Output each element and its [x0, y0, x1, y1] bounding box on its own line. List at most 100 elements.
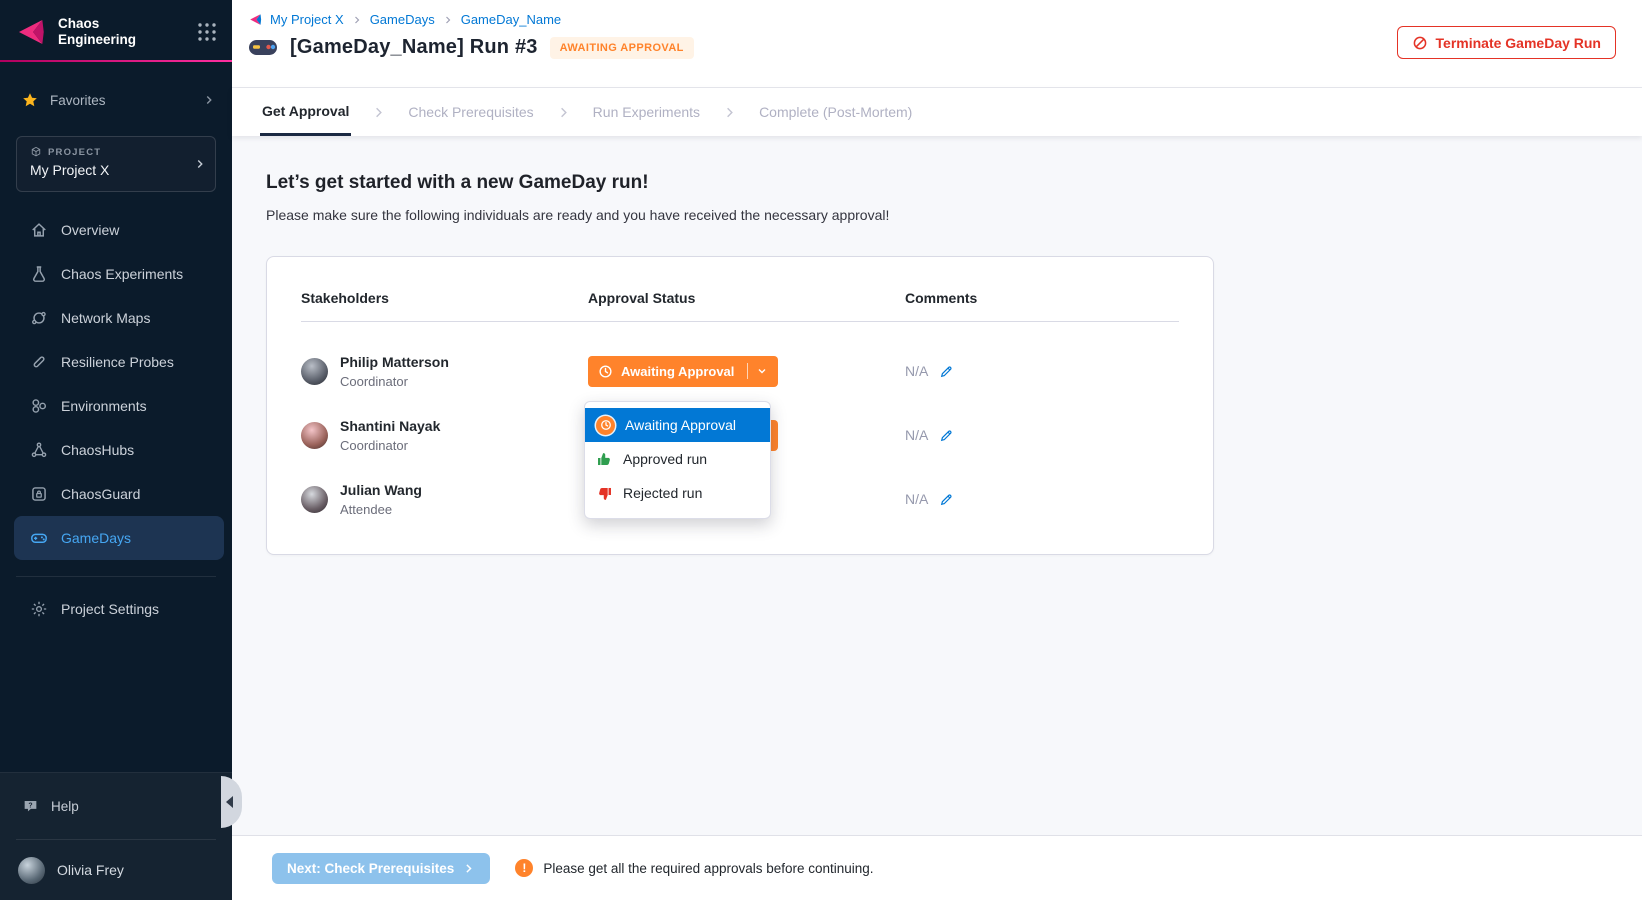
star-icon — [23, 93, 37, 107]
content-area: My Project X GameDays GameDay_Name [Game… — [232, 0, 1642, 900]
stakeholder-role: Coordinator — [340, 373, 408, 389]
clock-icon — [599, 364, 612, 378]
comment-value: N/A — [905, 363, 929, 379]
sidebar-bottom-section: ? Help Olivia Frey — [0, 772, 232, 900]
comment-value: N/A — [905, 491, 929, 507]
warning-text: Please get all the required approvals be… — [543, 860, 874, 876]
table-divider — [301, 321, 1179, 322]
guard-lock-icon — [30, 485, 48, 503]
sidebar-item-label: ChaosHubs — [61, 442, 135, 458]
dropdown-option-rejected-run[interactable]: Rejected run — [585, 476, 770, 510]
sidebar-item-label: GameDays — [61, 530, 132, 546]
help-button[interactable]: ? Help — [0, 773, 232, 839]
dropdown-option-label: Rejected run — [623, 485, 703, 501]
collapse-arrow-icon — [226, 796, 233, 808]
project-card-label: PROJECT — [48, 146, 102, 158]
stakeholder-role: Coordinator — [340, 437, 408, 453]
project-card-name: My Project X — [30, 162, 110, 178]
gamepad-title-icon — [249, 39, 277, 55]
stakeholder-avatar — [301, 485, 328, 513]
probe-icon — [30, 353, 48, 371]
stakeholder-avatar — [301, 357, 328, 385]
chevron-right-icon — [351, 14, 363, 26]
user-avatar — [18, 856, 45, 884]
sidebar-item-overview[interactable]: Overview — [0, 208, 232, 252]
favorites-row[interactable]: Favorites — [0, 78, 232, 122]
pencil-icon — [941, 493, 952, 505]
step-check-prerequisites[interactable]: Check Prerequisites — [408, 104, 534, 120]
dropdown-option-awaiting-approval[interactable]: Awaiting Approval — [585, 408, 770, 442]
sidebar-item-chaosguard[interactable]: ChaosGuard — [0, 472, 232, 516]
stakeholders-card: Stakeholders Approval Status Comments Ph… — [266, 256, 1214, 555]
sidebar-item-resilience-probes[interactable]: Resilience Probes — [0, 340, 232, 384]
help-chat-icon: ? — [22, 798, 39, 815]
thumbs-down-icon — [596, 485, 613, 502]
gear-icon — [30, 600, 48, 618]
status-label: Awaiting Approval — [621, 363, 735, 379]
user-name: Olivia Frey — [57, 862, 124, 878]
environments-icon — [30, 397, 48, 415]
edit-comment-button[interactable] — [939, 492, 954, 507]
sidebar-item-label: Overview — [61, 222, 120, 238]
edit-comment-button[interactable] — [939, 428, 954, 443]
breadcrumb: My Project X GameDays GameDay_Name — [248, 12, 1618, 27]
table-row: Philip Matterson Coordinator Awaiting Ap — [301, 339, 1179, 403]
step-complete-post-mortem[interactable]: Complete (Post-Mortem) — [759, 104, 913, 120]
brand-accent-line — [0, 60, 232, 62]
cube-icon — [31, 146, 41, 157]
chevron-down-icon — [758, 369, 766, 374]
dropdown-option-approved-run[interactable]: Approved run — [585, 442, 770, 476]
breadcrumb-gamedays[interactable]: GameDays — [369, 12, 435, 27]
stepper: Get Approval Check Prerequisites Run Exp… — [232, 88, 1642, 136]
status-badge: AWAITING APPROVAL — [549, 36, 694, 59]
sidebar-item-environments[interactable]: Environments — [0, 384, 232, 428]
sidebar-item-label: Resilience Probes — [61, 354, 174, 370]
step-get-approval[interactable]: Get Approval — [260, 88, 352, 136]
chevron-right-icon — [206, 96, 212, 104]
apps-grid-icon[interactable] — [196, 21, 218, 43]
stakeholder-name: Philip Matterson — [340, 353, 449, 370]
clock-icon — [596, 415, 615, 435]
next-check-prerequisites-button[interactable]: Next: Check Prerequisites — [272, 852, 491, 884]
breadcrumb-gameday-name[interactable]: GameDay_Name — [460, 12, 562, 27]
project-settings-label: Project Settings — [61, 601, 160, 617]
pencil-icon — [941, 365, 952, 377]
step-run-experiments[interactable]: Run Experiments — [592, 104, 701, 120]
user-menu[interactable]: Olivia Frey — [0, 840, 232, 900]
chaos-breadcrumb-icon — [250, 14, 262, 25]
sidebar-item-label: Chaos Experiments — [61, 266, 184, 282]
sidebar-item-network-maps[interactable]: Network Maps — [0, 296, 232, 340]
sidebar-item-gamedays[interactable]: GameDays — [14, 516, 224, 560]
approval-status-select[interactable]: Awaiting Approval — [588, 355, 778, 387]
flask-icon — [30, 265, 48, 283]
svg-text:?: ? — [28, 802, 32, 809]
stakeholder-avatar — [301, 421, 328, 449]
column-header-comments: Comments — [905, 290, 978, 306]
main-panel: Let’s get started with a new GameDay run… — [232, 136, 1642, 836]
sidebar-item-chaos-experiments[interactable]: Chaos Experiments — [0, 252, 232, 296]
sidebar-nav: Overview Chaos Experiments Network Maps … — [0, 208, 232, 560]
sidebar-collapse-handle[interactable] — [221, 776, 242, 828]
column-header-stakeholders: Stakeholders — [301, 290, 389, 306]
sidebar-item-project-settings[interactable]: Project Settings — [0, 587, 232, 631]
main-heading: Let’s get started with a new GameDay run… — [266, 172, 649, 193]
chevron-right-icon — [722, 88, 737, 136]
table-row: Julian Wang Attendee Awaiting Approval N… — [301, 467, 1179, 531]
brand-title: Chaos Engineering — [58, 15, 137, 47]
gamepad-icon — [30, 529, 48, 547]
terminate-gameday-button[interactable]: Terminate GameDay Run — [1396, 26, 1616, 59]
project-selector[interactable]: PROJECT My Project X — [16, 136, 216, 192]
status-dropdown-menu: Awaiting Approval Approved run — [584, 401, 771, 519]
terminate-label: Terminate GameDay Run — [1435, 34, 1601, 51]
stakeholder-role: Attendee — [340, 501, 393, 517]
sidebar-item-chaoshubs[interactable]: ChaosHubs — [0, 428, 232, 472]
pencil-icon — [941, 429, 952, 441]
home-icon — [30, 221, 48, 239]
edit-comment-button[interactable] — [939, 364, 954, 379]
page-header: My Project X GameDays GameDay_Name [Game… — [232, 0, 1642, 88]
sidebar-bottom-divider — [16, 839, 216, 840]
approval-warning: ! Please get all the required approvals … — [515, 859, 874, 877]
breadcrumb-project[interactable]: My Project X — [270, 12, 344, 27]
chevron-right-icon — [442, 14, 454, 26]
main-subheading: Please make sure the following individua… — [266, 207, 890, 223]
